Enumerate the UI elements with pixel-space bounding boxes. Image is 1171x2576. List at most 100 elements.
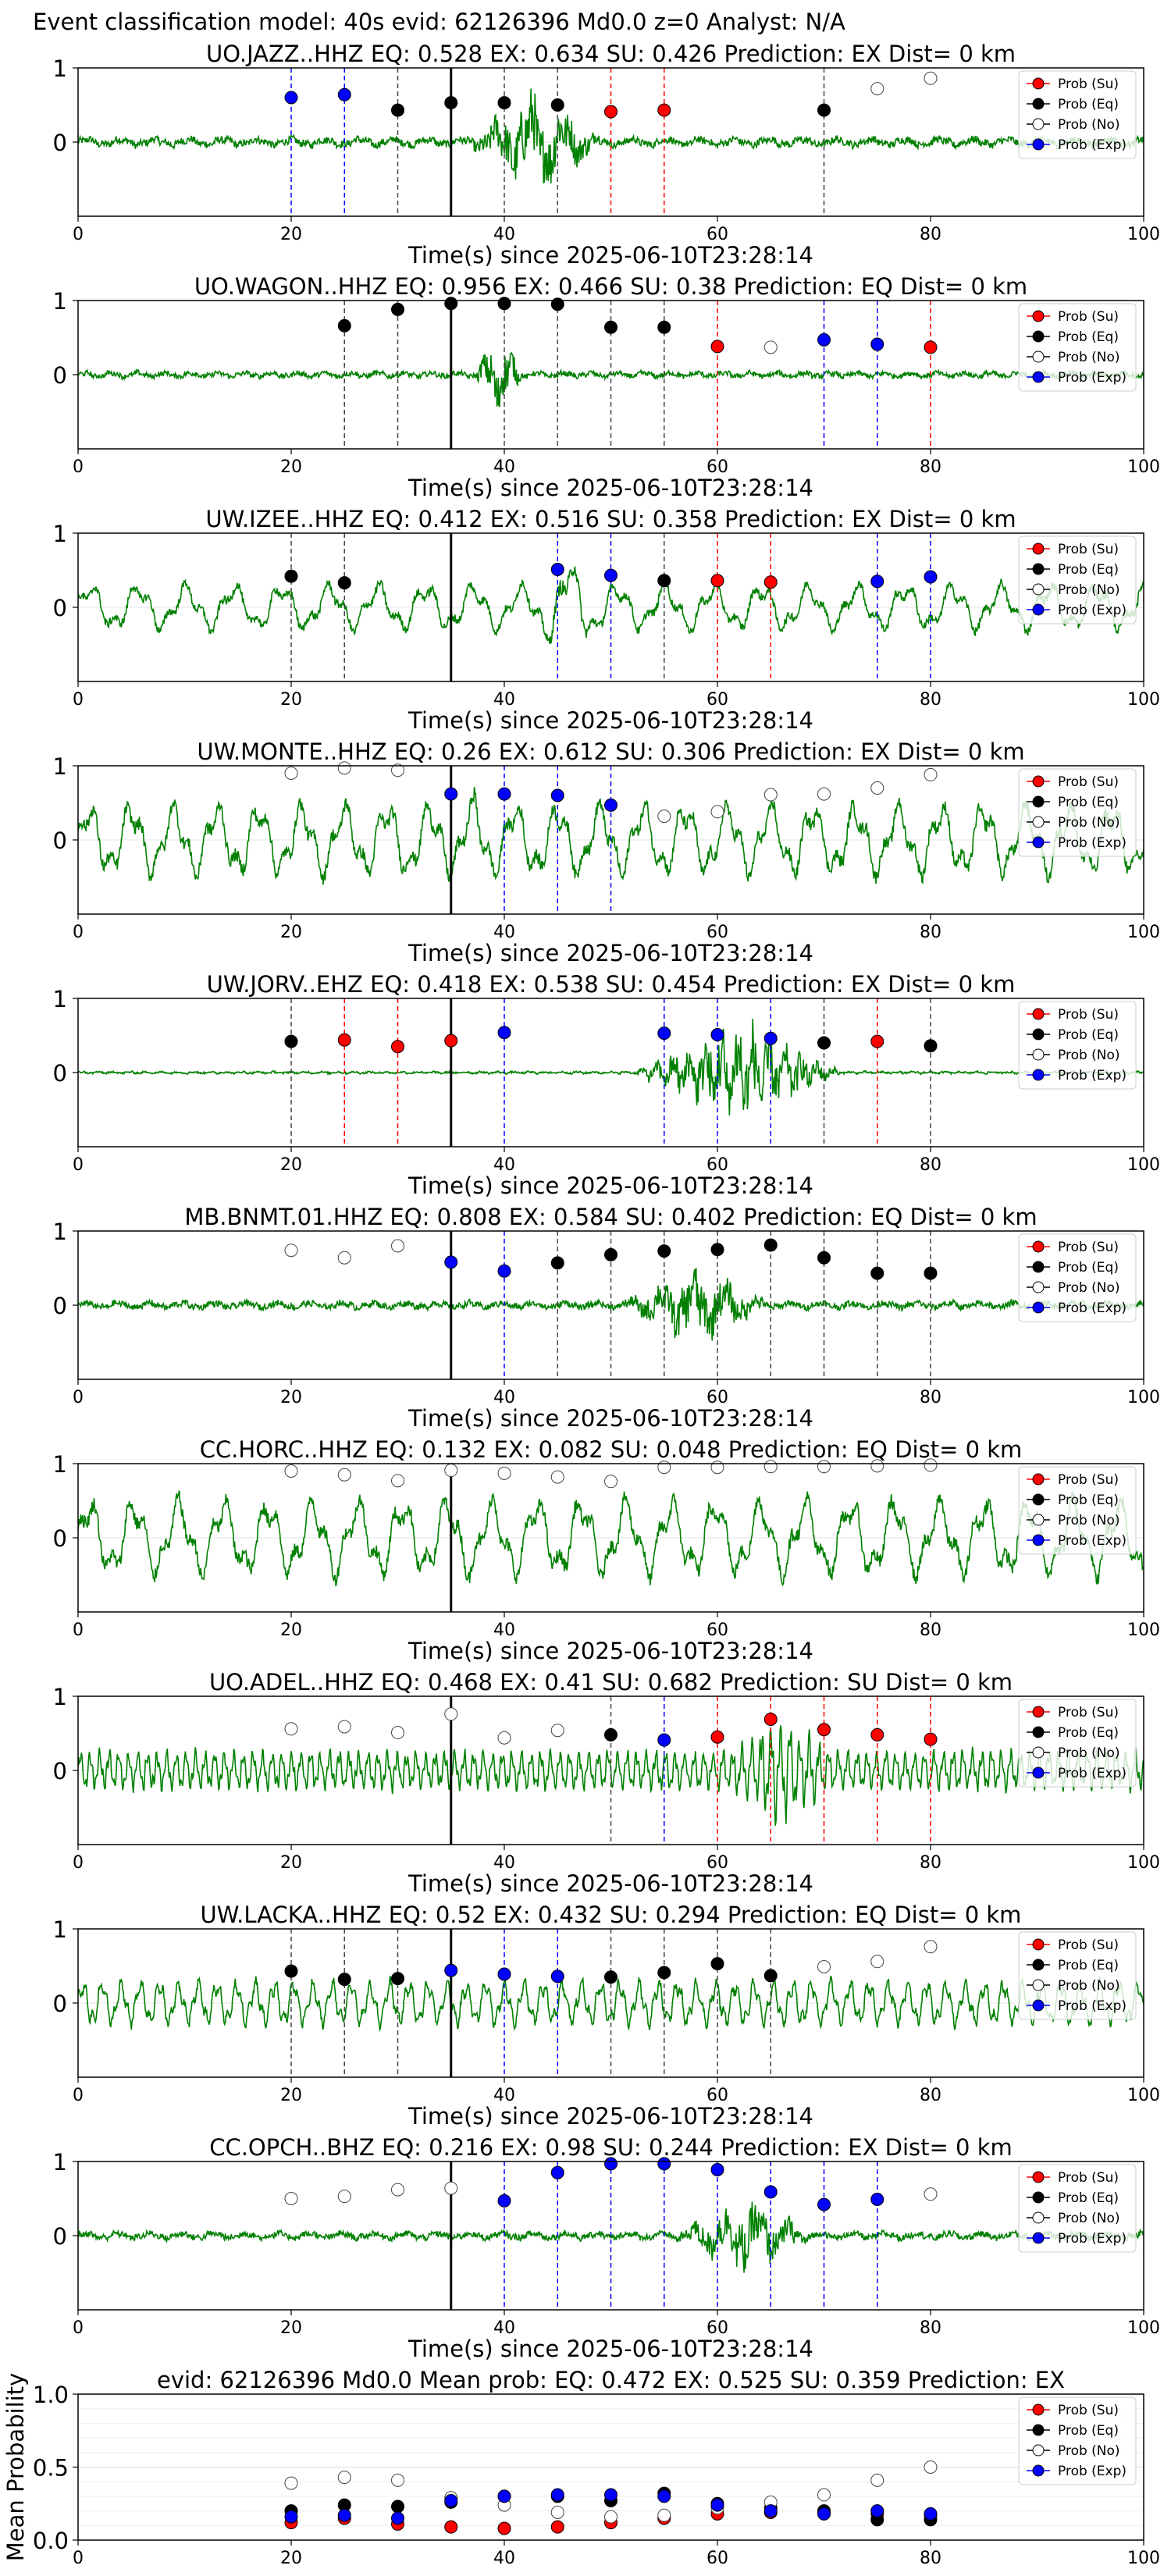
prob-point-eq xyxy=(657,320,671,334)
x-tick-label: 100 xyxy=(1127,690,1160,710)
legend-marker-eq xyxy=(1032,563,1045,575)
mean-point-exp xyxy=(817,2507,831,2521)
prob-point-su xyxy=(337,1033,351,1047)
prob-point-no xyxy=(337,2190,351,2204)
mean-point-no xyxy=(870,2473,884,2487)
prob-point-su xyxy=(657,103,671,117)
mean-point-exp xyxy=(604,2488,618,2502)
legend-label-su: Prob (Su) xyxy=(1058,309,1119,325)
legend-label-exp: Prob (Exp) xyxy=(1058,2464,1127,2479)
prob-point-su xyxy=(444,1034,458,1048)
waveform-trace xyxy=(78,1268,1144,1341)
prob-point-exp xyxy=(657,1733,671,1747)
prob-point-eq xyxy=(444,297,458,311)
panel-title: CC.HORC..HHZ EQ: 0.132 EX: 0.082 SU: 0.0… xyxy=(200,1436,1023,1463)
x-tick-label: 40 xyxy=(493,2549,515,2568)
prob-point-eq xyxy=(284,569,298,583)
prob-point-no xyxy=(763,340,778,354)
mean-point-exp xyxy=(763,2504,778,2518)
x-tick-label: 80 xyxy=(920,457,941,477)
x-tick-label: 0 xyxy=(73,923,84,942)
y-tick-label: 1 xyxy=(53,986,67,1012)
prob-point-exp xyxy=(497,1026,511,1040)
legend-label-eq: Prob (Eq) xyxy=(1058,2190,1119,2206)
legend-marker-su xyxy=(1032,1473,1045,1485)
x-tick-label: 40 xyxy=(493,457,515,477)
legend-marker-eq xyxy=(1032,1493,1045,1506)
prob-point-exp xyxy=(710,2162,724,2176)
x-tick-label: 0 xyxy=(73,457,84,477)
y-tick-label: 0 xyxy=(53,130,67,156)
prob-point-no xyxy=(391,1239,404,1253)
prob-point-su xyxy=(710,1730,724,1744)
prob-point-eq xyxy=(657,1966,671,1980)
legend-marker-exp xyxy=(1032,1767,1045,1779)
legend-marker-no xyxy=(1032,2444,1045,2457)
legend-label-exp: Prob (Exp) xyxy=(1058,137,1127,153)
legend xyxy=(1018,768,1137,857)
legend-marker-exp xyxy=(1032,1534,1045,1546)
prob-point-no xyxy=(763,788,778,802)
legend-marker-no xyxy=(1032,350,1045,363)
prob-point-eq xyxy=(444,96,458,110)
y-tick-label: 1 xyxy=(53,1219,67,1245)
prob-point-no xyxy=(763,1460,778,1474)
prob-point-eq xyxy=(817,1036,831,1050)
prob-point-no xyxy=(924,71,938,85)
legend-label-su: Prob (Su) xyxy=(1058,1705,1119,1720)
prob-point-eq xyxy=(497,96,511,110)
prob-point-eq xyxy=(710,1243,724,1257)
x-tick-label: 100 xyxy=(1127,2086,1160,2105)
legend xyxy=(1018,2164,1137,2253)
station-panel-8: UO.ADEL..HHZ EQ: 0.468 EX: 0.41 SU: 0.68… xyxy=(53,1669,1160,1897)
legend-label-no: Prob (No) xyxy=(1058,1280,1120,1296)
panel-title: UO.ADEL..HHZ EQ: 0.468 EX: 0.41 SU: 0.68… xyxy=(209,1669,1013,1695)
prob-point-exp xyxy=(604,2157,618,2171)
x-tick-label: 20 xyxy=(280,923,302,942)
legend xyxy=(1018,303,1137,392)
prob-point-eq xyxy=(710,1957,724,1971)
legend-marker-eq xyxy=(1032,2424,1045,2436)
legend-marker-exp xyxy=(1032,836,1045,849)
y-tick-label: 0.0 xyxy=(33,2528,69,2554)
x-axis-label: Time(s) since 2025-06-10T23:28:14 xyxy=(408,1638,813,1664)
prob-point-no xyxy=(657,1461,671,1475)
y-tick-label: 1 xyxy=(53,753,67,780)
mean-point-exp xyxy=(284,2510,298,2524)
panel-title: UW.MONTE..HHZ EQ: 0.26 EX: 0.612 SU: 0.3… xyxy=(197,738,1024,765)
x-tick-label: 20 xyxy=(280,2086,302,2105)
mean-probability-panel: evid: 62126396 Md0.0 Mean prob: EQ: 0.47… xyxy=(2,2367,1160,2568)
x-tick-label: 20 xyxy=(280,1155,302,1175)
y-tick-label: 0 xyxy=(53,2223,67,2250)
prob-point-exp xyxy=(817,333,831,347)
legend-label-no: Prob (No) xyxy=(1058,117,1120,133)
x-axis-label: Time(s) since 2025-06-10T23:28:14 xyxy=(408,1405,813,1432)
prob-point-eq xyxy=(604,1970,618,1984)
prob-point-no xyxy=(710,805,724,819)
legend xyxy=(1018,535,1137,624)
x-tick-label: 20 xyxy=(280,690,302,710)
x-tick-label: 20 xyxy=(280,2318,302,2338)
legend-label-exp: Prob (Exp) xyxy=(1058,2231,1127,2247)
prob-point-exp xyxy=(870,2192,884,2206)
legend-marker-su xyxy=(1032,543,1045,555)
legend-label-su: Prob (Su) xyxy=(1058,542,1119,557)
prob-point-no xyxy=(337,1468,351,1482)
x-tick-label: 60 xyxy=(707,1155,728,1175)
legend-label-su: Prob (Su) xyxy=(1058,1007,1119,1023)
prob-point-su xyxy=(604,105,618,119)
x-tick-label: 40 xyxy=(493,690,515,710)
legend-marker-eq xyxy=(1032,1261,1045,1273)
x-tick-label: 0 xyxy=(73,1621,84,1640)
legend-label-eq: Prob (Eq) xyxy=(1058,97,1119,112)
x-tick-label: 100 xyxy=(1127,2318,1160,2338)
x-tick-label: 100 xyxy=(1127,2549,1160,2568)
prob-point-su xyxy=(870,1727,884,1742)
x-tick-label: 60 xyxy=(707,1853,728,1873)
legend-marker-no xyxy=(1032,1979,1045,1991)
prob-point-eq xyxy=(284,1034,298,1048)
prob-point-no xyxy=(924,1458,938,1472)
prob-point-exp xyxy=(550,2165,564,2179)
prob-point-exp xyxy=(444,787,458,801)
y-tick-label: 1 xyxy=(53,288,67,315)
